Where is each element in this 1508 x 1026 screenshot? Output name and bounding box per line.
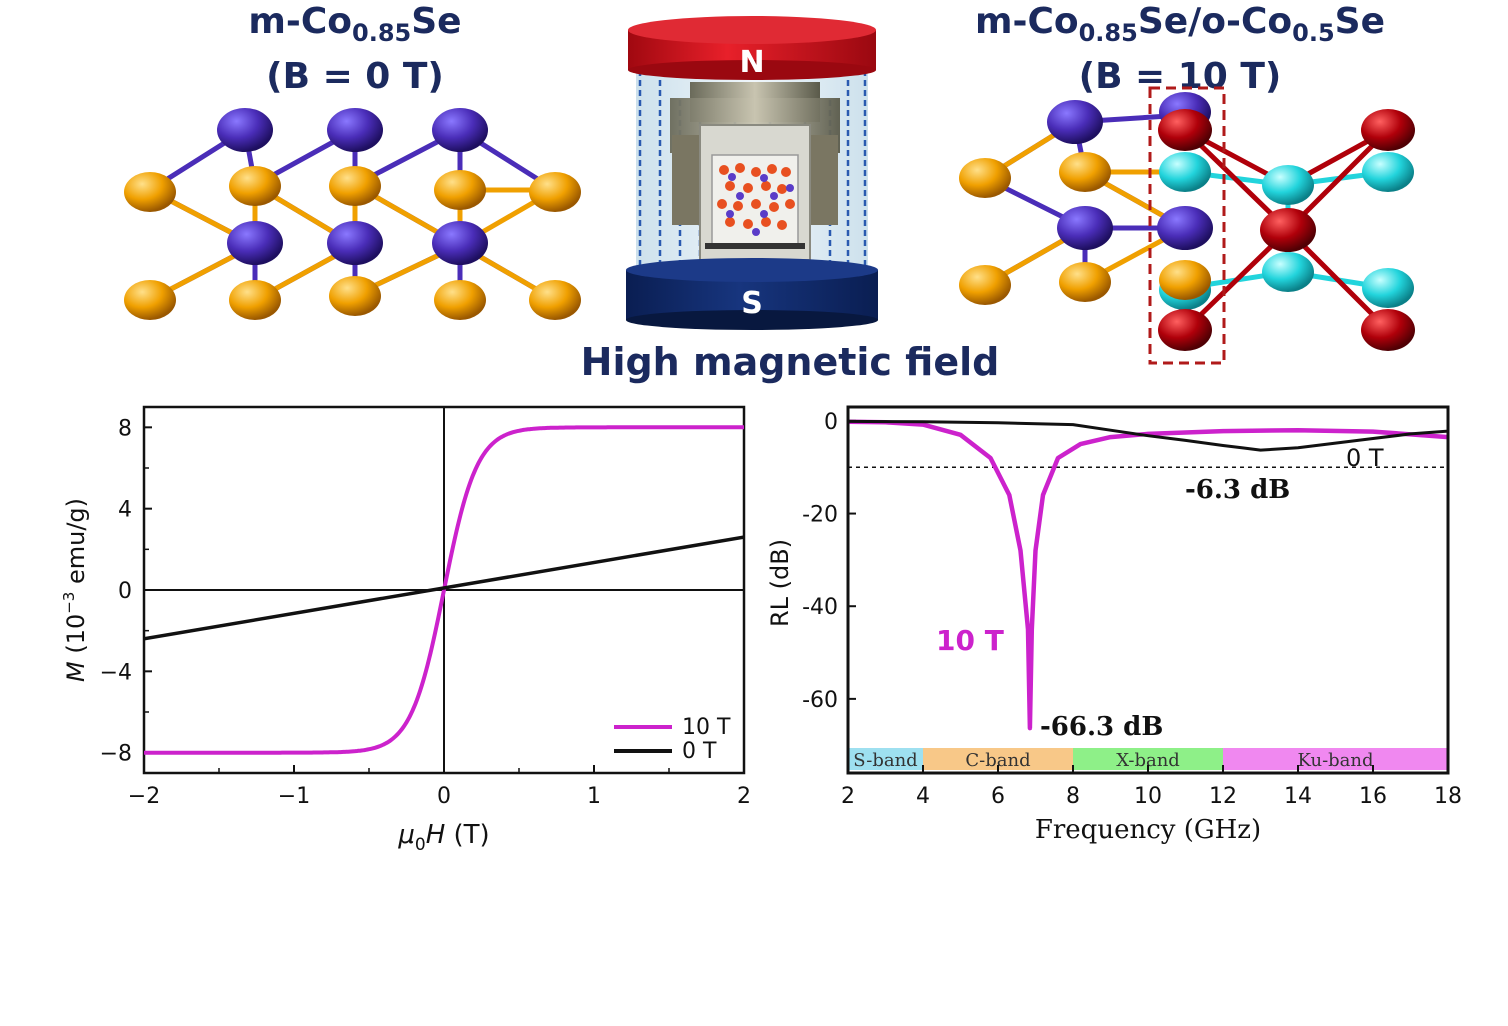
y-tick-label: −4 xyxy=(100,660,132,685)
right-crystal-structure xyxy=(959,86,1415,365)
x-tick-label: 12 xyxy=(1209,784,1237,809)
band-label: Ku-band xyxy=(1297,750,1373,771)
rl-0t-annotation: -6.3 dB xyxy=(1185,475,1290,505)
center-caption: High magnetic field xyxy=(580,340,1000,384)
magnet-north-label: N xyxy=(739,45,764,80)
legend-label: 0 T xyxy=(682,739,717,764)
y-tick-label: 0 xyxy=(118,579,132,604)
rl-10t-series-label: 10 T xyxy=(936,624,1004,657)
rl-0t-series-label: 0 T xyxy=(1346,444,1384,472)
magnetization-chart: −2 −1 0 1 2 −8 −4 0 4 8 10 T0 T μ0H (T) M (10−3 e… xyxy=(60,405,751,855)
magnetization-legend: 10 T0 T xyxy=(614,715,731,764)
legend-label: 10 T xyxy=(682,715,731,740)
x-tick-label: 8 xyxy=(1066,784,1080,809)
y-tick-label: −8 xyxy=(100,742,132,767)
right-structure-title: m-Co0.85Se/o-Co0.5Se (B = 10 T) xyxy=(900,0,1460,99)
interface-highlight-box xyxy=(1148,86,1226,365)
rl-series-0t xyxy=(848,419,1448,452)
x-tick-label: 2 xyxy=(841,784,855,809)
y-tick-label: 8 xyxy=(118,416,132,441)
magnetization-series-0t xyxy=(144,535,744,641)
magnet-illustration: N S xyxy=(626,16,878,330)
x-tick-label: 18 xyxy=(1434,784,1462,809)
y-tick-label: 0 xyxy=(824,410,838,435)
y-tick-label: -20 xyxy=(802,503,838,528)
magnetization-series-10t xyxy=(144,425,744,755)
y-tick-label: -60 xyxy=(802,688,838,713)
x-tick-label: 16 xyxy=(1359,784,1387,809)
rl-y-axis-label: RL (dB) xyxy=(766,539,794,627)
x-tick-label: −2 xyxy=(128,784,160,809)
rl-min-annotation: -66.3 dB xyxy=(1040,712,1163,742)
band-ku-band xyxy=(1223,748,1448,770)
x-tick-label: 1 xyxy=(587,784,601,809)
reflection-loss-chart: S-band C-band X-band Ku-band 2 4 6 8 10 12 14 16 18… xyxy=(766,405,1462,845)
band-s-band xyxy=(848,748,923,770)
band-x-band xyxy=(1073,748,1223,770)
left-field-label: (B = 0 T) xyxy=(266,56,444,98)
left-structure-title: m-Co0.85Se (B = 0 T) xyxy=(190,0,520,99)
left-crystal-structure xyxy=(124,108,581,320)
magnetization-x-axis-label: μ0H (T) xyxy=(397,820,489,855)
x-tick-label: 10 xyxy=(1134,784,1162,809)
right-field-label: (B = 10 T) xyxy=(1078,56,1282,98)
x-tick-label: 0 xyxy=(437,784,451,809)
rl-plot-background xyxy=(848,407,1448,773)
magnet-south-label: S xyxy=(741,286,763,321)
y-tick-label: -40 xyxy=(802,595,838,620)
band-label: C-band xyxy=(965,750,1030,771)
band-c-band xyxy=(923,748,1073,770)
y-tick-label: 4 xyxy=(118,498,132,523)
rl-x-axis-label: Frequency (GHz) xyxy=(1035,815,1261,845)
x-tick-label: 14 xyxy=(1284,784,1312,809)
x-tick-label: 2 xyxy=(737,784,751,809)
x-tick-label: −1 xyxy=(278,784,310,809)
magnetization-y-axis-label: M (10−3 emu/g) xyxy=(60,498,90,682)
rl-series-10t xyxy=(848,419,1448,731)
x-tick-label: 6 xyxy=(991,784,1005,809)
band-label: X-band xyxy=(1116,750,1180,771)
x-tick-label: 4 xyxy=(916,784,930,809)
band-label: S-band xyxy=(853,750,917,771)
